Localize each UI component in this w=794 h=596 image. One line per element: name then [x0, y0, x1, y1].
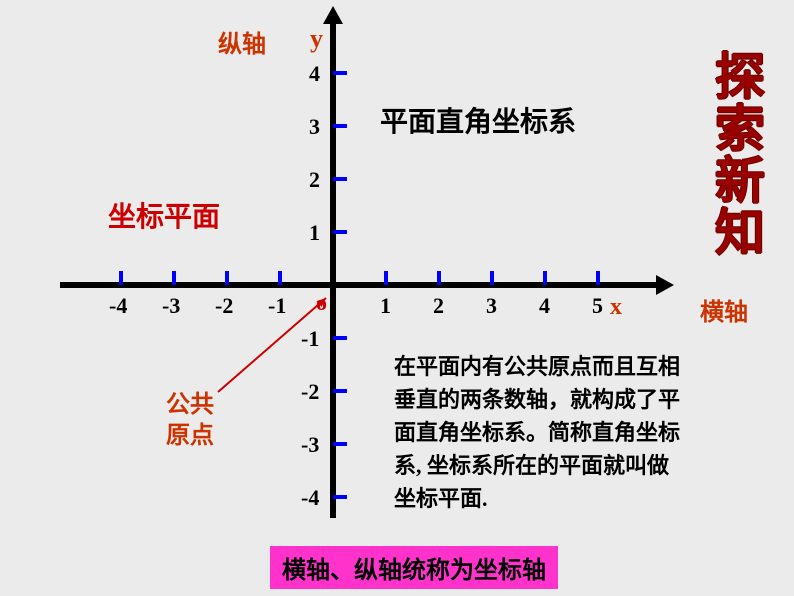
- origin-label: 公共 原点: [166, 390, 214, 452]
- y-tick-label: 2: [309, 167, 320, 193]
- origin-label-line1: 公共: [166, 392, 214, 418]
- x-tick-label: -2: [215, 293, 233, 319]
- x-tick-label: 1: [380, 293, 391, 319]
- x-symbol: x: [610, 294, 622, 321]
- origin-symbol: o: [316, 290, 327, 316]
- y-tick-label: 4: [309, 61, 320, 87]
- y-tick-label: -3: [301, 432, 319, 458]
- x-tick-label: 3: [486, 293, 497, 319]
- y-tick-label: -4: [301, 485, 319, 511]
- y-symbol: y: [310, 24, 323, 54]
- x-tick-label: -1: [268, 293, 286, 319]
- y-tick-label: 1: [309, 220, 320, 246]
- x-axis-name: 横轴: [700, 292, 748, 327]
- y-tick-label: -1: [301, 326, 319, 352]
- definition-paragraph: 在平面内有公共原点而且互相垂直的两条数轴，就构成了平面直角坐标系。简称直角坐标系…: [394, 350, 684, 515]
- y-tick-label: -2: [301, 379, 319, 405]
- x-tick-label: 2: [433, 293, 444, 319]
- chart-title: 平面直角坐标系: [380, 100, 576, 140]
- x-tick-label: -4: [109, 293, 127, 319]
- x-tick-label: 4: [539, 293, 550, 319]
- x-tick-label: -3: [162, 293, 180, 319]
- y-tick-label: 3: [309, 114, 320, 140]
- y-axis-name: 纵轴: [218, 24, 266, 59]
- x-tick-label: 5: [592, 293, 603, 319]
- plane-label: 坐标平面: [108, 195, 220, 235]
- footer-highlight: 横轴、纵轴统称为坐标轴: [270, 546, 558, 589]
- vertical-heading: 探索新知: [700, 50, 772, 258]
- origin-label-line2: 原点: [166, 423, 214, 449]
